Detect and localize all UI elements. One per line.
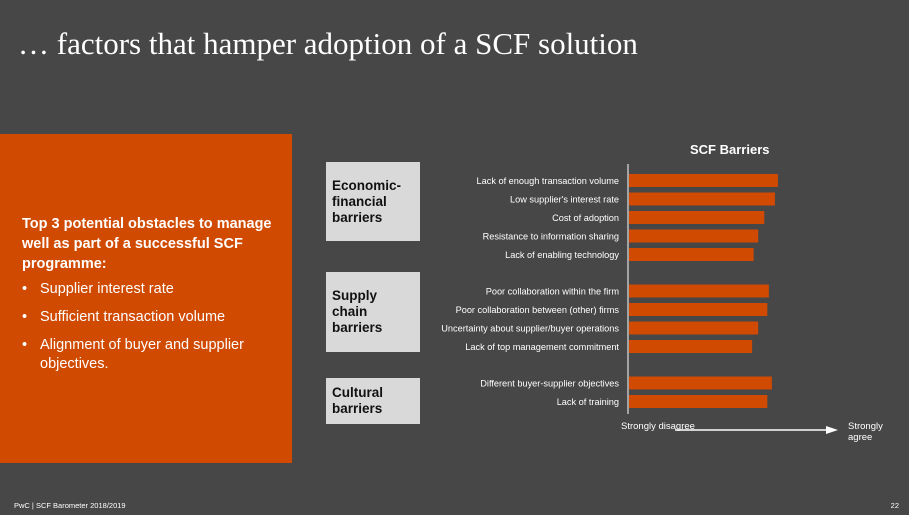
page-title: … factors that hamper adoption of a SCF … xyxy=(18,26,638,61)
category-label: Lack of enabling technology xyxy=(505,250,619,260)
group-label: Cultural barriers xyxy=(332,385,384,416)
page-number: 22 xyxy=(890,501,899,510)
barrier-bar xyxy=(629,211,765,224)
agreement-arrow-head xyxy=(826,426,838,434)
barrier-bar xyxy=(629,229,759,243)
group-label: Supply chain barriers xyxy=(332,288,383,335)
obstacles-panel: Top 3 potential obstacles to manage well… xyxy=(0,134,292,463)
barrier-bar xyxy=(629,174,778,187)
footer-source: PwC | SCF Barometer 2018/2019 xyxy=(14,501,126,510)
obstacle-item: Sufficient transaction volume xyxy=(22,308,282,327)
category-label: Resistance to information sharing xyxy=(483,231,619,241)
category-label: Uncertainty about supplier/buyer operati… xyxy=(441,323,619,333)
barrier-bar xyxy=(629,248,754,261)
group-box-cultural: Cultural barriers xyxy=(326,378,420,424)
category-label: Lack of enough transaction volume xyxy=(477,176,620,186)
obstacles-heading: Top 3 potential obstacles to manage well… xyxy=(22,216,272,272)
category-label: Poor collaboration within the firm xyxy=(486,286,620,296)
category-label: Poor collaboration between (other) firms xyxy=(456,305,620,315)
barrier-bar xyxy=(629,376,772,390)
group-label: Economic-financial barriers xyxy=(332,177,402,225)
obstacle-item: Alignment of buyer and supplier objectiv… xyxy=(22,336,282,374)
group-box-supply-chain: Supply chain barriers xyxy=(326,272,420,352)
category-label: Cost of adoption xyxy=(552,213,619,223)
axis-label-right: Strongly agree xyxy=(848,421,883,443)
category-label: Low supplier's interest rate xyxy=(510,194,619,204)
category-label: Lack of top management commitment xyxy=(465,342,619,352)
axis-label-left: Strongly disagree xyxy=(621,421,695,432)
barrier-bar xyxy=(629,395,768,408)
chart-title: SCF Barriers xyxy=(690,142,770,157)
group-box-economic-financial: Economic-financial barriers xyxy=(326,162,420,241)
barrier-bar xyxy=(629,192,775,206)
barrier-bar xyxy=(629,340,753,353)
obstacles-list: Supplier interest rate Sufficient transa… xyxy=(22,280,282,383)
obstacle-item: Supplier interest rate xyxy=(22,280,282,299)
barrier-bar xyxy=(629,284,769,298)
barrier-bar xyxy=(629,321,759,335)
barrier-bar xyxy=(629,303,768,316)
barriers-chart: Lack of enough transaction volume Low sup… xyxy=(441,164,838,434)
category-label: Different buyer-supplier objectives xyxy=(480,378,619,388)
category-label: Lack of training xyxy=(557,397,619,407)
